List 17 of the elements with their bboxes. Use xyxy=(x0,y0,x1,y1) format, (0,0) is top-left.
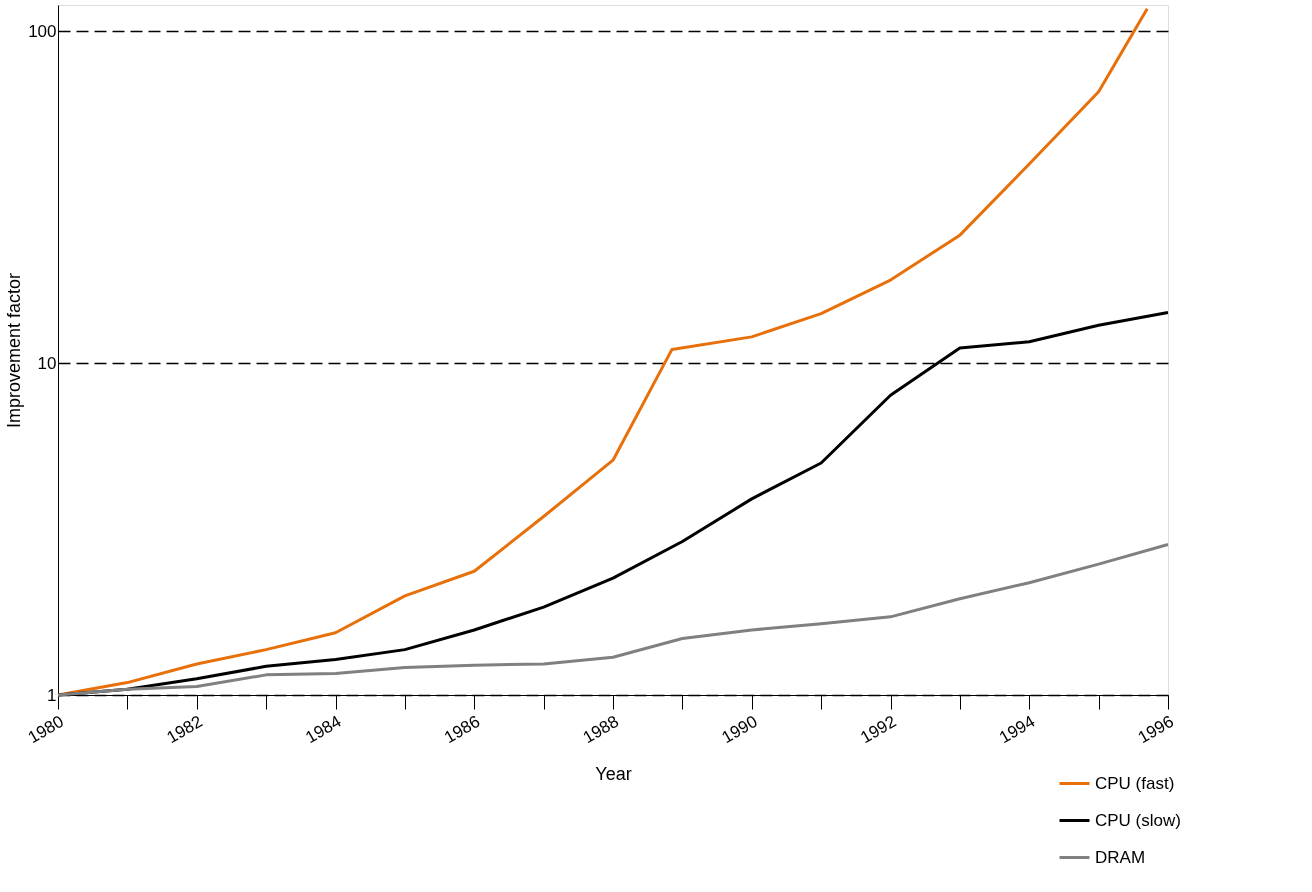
x-tick-label: 1986 xyxy=(440,711,484,748)
y-tick-label: 10 xyxy=(37,353,57,373)
x-tick-label: 1990 xyxy=(718,711,761,748)
legend-label: DRAM xyxy=(1095,847,1146,867)
x-tick-label: 1988 xyxy=(579,711,622,748)
y-tick-label: 100 xyxy=(28,21,57,41)
legend-label: CPU (fast) xyxy=(1095,773,1175,793)
x-tick-label: 1982 xyxy=(163,711,206,748)
y-axis-title: Improvement factor xyxy=(4,272,25,429)
x-tick-label: 1994 xyxy=(995,711,1039,748)
x-tick-label: 1996 xyxy=(1134,711,1177,748)
legend-label: CPU (slow) xyxy=(1095,810,1181,830)
x-axis-title: Year xyxy=(595,764,632,785)
y-tick-label: 1 xyxy=(47,685,57,705)
x-tick-label: 1980 xyxy=(24,711,67,748)
x-tick-label: 1984 xyxy=(302,711,345,748)
x-tick-label: 1992 xyxy=(857,711,900,748)
